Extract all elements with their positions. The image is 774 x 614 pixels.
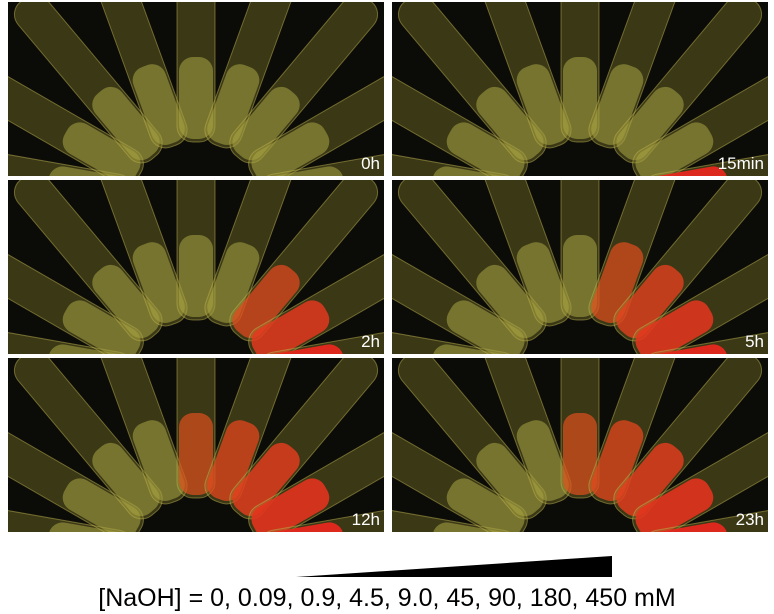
tube	[229, 2, 379, 164]
tube	[473, 2, 572, 149]
tube	[642, 499, 768, 532]
tube	[89, 180, 188, 327]
tube	[560, 358, 600, 499]
tubes	[392, 358, 768, 532]
photo-panel: 0h	[8, 2, 384, 176]
time-label: 12h	[351, 510, 380, 529]
tube	[473, 358, 572, 505]
tube	[392, 238, 528, 354]
tube	[392, 60, 528, 176]
tube	[397, 180, 547, 342]
tube	[248, 416, 384, 532]
tubes	[392, 180, 768, 354]
tube	[392, 143, 518, 176]
photo-panel: 23h	[392, 358, 768, 532]
tube	[8, 143, 134, 176]
caption: [NaOH] = 0, 0.09, 0.9, 4.5, 9.0, 45, 90,…	[98, 584, 676, 612]
tube	[560, 180, 600, 321]
photo-panel: 5h	[392, 180, 768, 354]
time-label: 0h	[361, 154, 380, 173]
tube	[258, 143, 384, 176]
tube	[13, 180, 163, 342]
time-label: 5h	[745, 332, 764, 351]
time-label: 2h	[361, 332, 380, 351]
tube	[8, 416, 144, 532]
tube	[392, 321, 518, 354]
tube	[89, 358, 188, 505]
tube	[397, 358, 547, 520]
tube	[8, 321, 134, 354]
tube	[392, 499, 518, 532]
tube	[258, 321, 384, 354]
tube	[392, 416, 528, 532]
concentration-wedge	[296, 556, 612, 577]
tube	[473, 180, 572, 327]
tube	[588, 2, 687, 149]
tube	[8, 238, 144, 354]
tube	[613, 180, 763, 342]
tube	[229, 180, 379, 342]
tube	[397, 2, 547, 164]
tube	[176, 2, 216, 143]
photo-panel: 12h	[8, 358, 384, 532]
tube	[176, 358, 216, 499]
tube	[13, 358, 163, 520]
tube	[204, 358, 303, 505]
tube	[248, 238, 384, 354]
tube	[8, 60, 144, 176]
photo-panel: 15min	[392, 2, 768, 176]
tube	[204, 180, 303, 327]
tube	[588, 180, 687, 327]
tubes	[8, 358, 384, 532]
tube	[229, 358, 379, 520]
tube	[632, 60, 768, 176]
tube	[613, 358, 763, 520]
tube	[258, 499, 384, 532]
tube	[642, 321, 768, 354]
tube	[588, 358, 687, 505]
tube	[642, 143, 768, 176]
tube	[248, 60, 384, 176]
tube	[204, 2, 303, 149]
tube	[176, 180, 216, 321]
tube	[13, 2, 163, 164]
tube	[632, 238, 768, 354]
tubes	[8, 2, 384, 176]
tubes	[392, 2, 768, 176]
tube	[632, 416, 768, 532]
tube	[560, 2, 600, 143]
time-label: 23h	[735, 510, 764, 529]
tube	[89, 2, 188, 149]
photo-panel: 2h	[8, 180, 384, 354]
tube	[613, 2, 763, 164]
tubes	[8, 180, 384, 354]
tube	[8, 499, 134, 532]
time-label: 15min	[717, 154, 764, 173]
